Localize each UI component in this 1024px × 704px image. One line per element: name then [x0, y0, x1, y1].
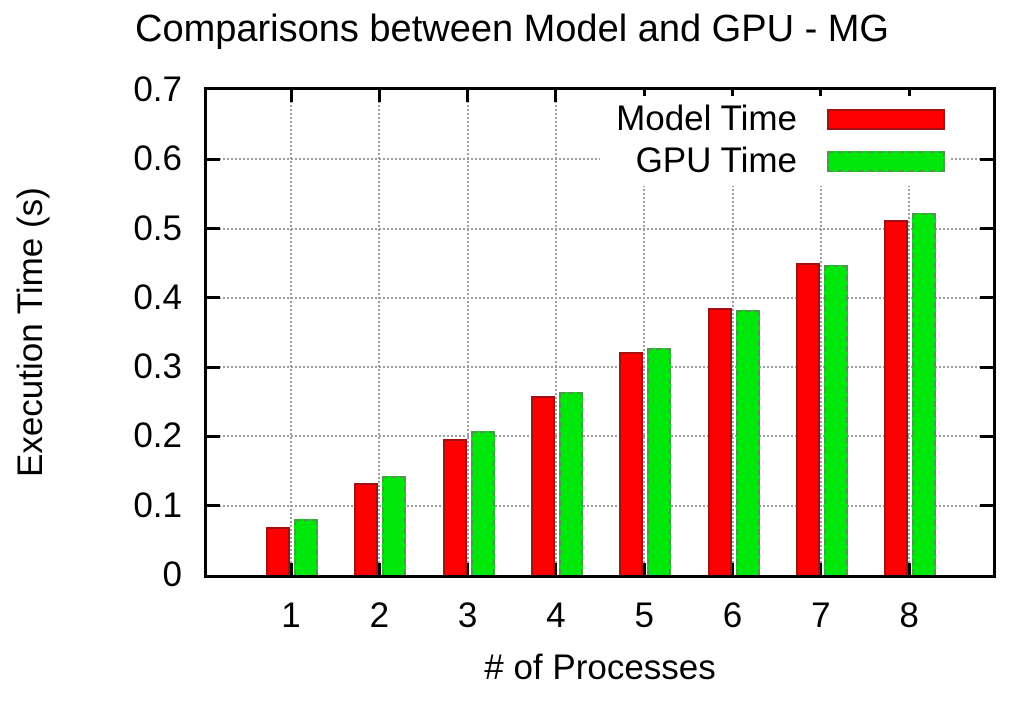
x-tick-bottom	[819, 563, 823, 575]
x-tick-bottom	[289, 563, 293, 575]
x-tick-bottom	[466, 563, 470, 575]
v-gridline	[466, 90, 469, 575]
legend-label: Model Time	[616, 99, 797, 138]
x-tick-label: 8	[899, 596, 919, 635]
legend-label: GPU Time	[635, 141, 797, 180]
y-tick-label: 0.6	[133, 139, 182, 179]
bar-model-time-4	[530, 395, 555, 575]
bars-layer	[207, 90, 993, 575]
y-tick-left	[207, 157, 220, 161]
bar-model-time-5	[619, 351, 644, 575]
y-tick-left	[207, 504, 220, 508]
x-tick-bottom	[907, 563, 911, 575]
y-tick-left	[207, 365, 220, 369]
bar-gpu-time-7	[823, 265, 848, 575]
y-tick-label: 0.4	[133, 277, 182, 317]
v-gridline	[643, 90, 646, 575]
x-tick-top	[466, 90, 470, 102]
legend-row-model-time: Model Time	[616, 98, 945, 140]
x-tick-label: 5	[634, 596, 654, 635]
bar-model-time-2	[354, 482, 379, 575]
y-tick-label: 0.5	[133, 208, 182, 248]
bar-model-time-8	[884, 219, 909, 575]
y-tick-label: 0.7	[133, 70, 182, 109]
x-tick-bottom	[731, 563, 734, 575]
y-tick-left	[207, 296, 220, 300]
bar-model-time-1	[266, 526, 290, 575]
y-tick-right	[980, 434, 993, 438]
y-tick-label: 0.2	[133, 416, 182, 456]
v-gridline	[819, 90, 822, 575]
y-tick-right	[980, 227, 993, 231]
x-tick-label: 1	[281, 596, 301, 635]
v-gridline	[554, 90, 557, 575]
plot-area: Model Time GPU Time	[204, 87, 996, 578]
chart-title: Comparisons between Model and GPU - MG	[135, 8, 889, 50]
bar-gpu-time-4	[558, 392, 583, 575]
x-tick-bottom	[377, 563, 381, 575]
bar-gpu-time-3	[470, 430, 495, 575]
v-gridline	[378, 90, 381, 575]
x-axis-label: # of Processes	[484, 648, 716, 687]
x-tick-label: 3	[457, 596, 478, 635]
x-tick-label: 4	[546, 596, 566, 635]
bar-gpu-time-2	[382, 475, 407, 575]
x-tick-bottom	[642, 563, 646, 575]
y-tick-right	[980, 157, 993, 161]
bar-gpu-time-8	[912, 212, 937, 575]
y-tick-right	[980, 365, 993, 369]
bar-gpu-time-6	[735, 309, 760, 575]
y-tick-label: 0.1	[133, 485, 182, 525]
grid-layer	[207, 90, 993, 575]
v-gridline	[290, 90, 292, 575]
x-tick-labels: 1 2 3 4 5 6 7 8	[204, 594, 996, 638]
y-tick-right	[980, 296, 993, 300]
h-gridline	[207, 227, 993, 230]
x-tick-top	[289, 90, 293, 102]
x-tick-top	[554, 90, 558, 102]
bar-model-time-7	[795, 263, 820, 575]
legend: Model Time GPU Time	[600, 96, 949, 186]
v-gridline	[908, 90, 911, 575]
legend-row-gpu-time: GPU Time	[616, 140, 945, 182]
y-tick-label: 0	[162, 555, 182, 594]
x-tick-bottom	[554, 563, 558, 575]
h-gridline	[207, 435, 993, 438]
h-gridline	[207, 366, 993, 369]
h-gridline	[207, 296, 993, 299]
y-tick-labels: 0 0.1 0.2 0.3 0.4 0.5 0.6 0.7	[0, 70, 182, 594]
y-tick-left	[207, 434, 220, 438]
bar-model-time-6	[707, 308, 732, 575]
bar-gpu-time-5	[647, 348, 672, 575]
x-tick-label: 7	[811, 596, 831, 635]
y-tick-right	[980, 504, 993, 508]
bar-gpu-time-1	[294, 518, 318, 575]
legend-swatch-gpu-time	[827, 150, 945, 172]
y-tick-left	[207, 227, 220, 231]
y-tick-label: 0.3	[133, 347, 182, 387]
v-gridline	[731, 90, 734, 575]
x-tick-top	[377, 90, 381, 102]
h-gridline	[207, 158, 993, 161]
x-tick-label: 2	[369, 596, 390, 635]
bar-model-time-3	[442, 439, 467, 575]
h-gridline	[207, 504, 993, 507]
x-tick-label: 6	[722, 596, 743, 635]
legend-swatch-model-time	[827, 108, 945, 130]
